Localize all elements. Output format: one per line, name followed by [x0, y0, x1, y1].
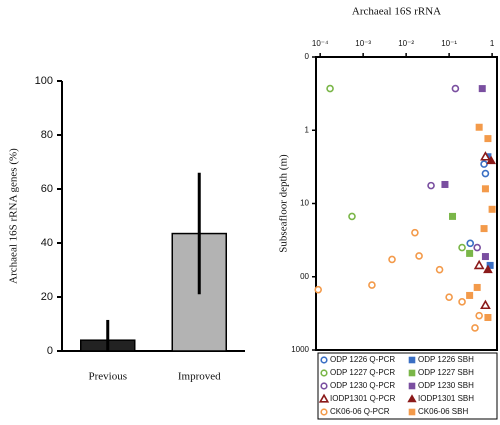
y-tick-label: 00	[300, 272, 309, 281]
point	[411, 228, 419, 237]
point	[435, 265, 444, 274]
point	[478, 85, 486, 93]
y-tick-label: 0	[305, 52, 310, 61]
point	[483, 264, 493, 274]
point	[473, 283, 481, 291]
point	[481, 169, 490, 178]
legend-marker	[408, 356, 416, 364]
legend-label: CK06-06 Q-PCR	[330, 407, 390, 416]
x-tick-label: 10⁻¹	[441, 39, 457, 48]
y-tick-label: 10	[300, 199, 309, 208]
legend-item: ODP 1226 Q-PCR	[320, 355, 395, 364]
legend-marker	[408, 382, 416, 390]
point	[486, 155, 497, 165]
legend-marker	[320, 408, 328, 416]
legend-label: ODP 1227 SBH	[418, 368, 474, 377]
x-tick-label: 10⁻²	[398, 39, 414, 48]
legend-item: IODP1301 SBH	[407, 394, 474, 403]
point	[480, 299, 491, 310]
x-tick-label: Previous	[89, 371, 128, 383]
point	[475, 311, 483, 320]
y-tick-label: 40	[41, 237, 53, 249]
legend-label: CK06-06 SBH	[418, 407, 468, 416]
legend-box	[317, 352, 498, 420]
point	[458, 243, 466, 252]
legend-label: ODP 1226 SBH	[418, 355, 474, 364]
x-tick-label: 1	[490, 39, 495, 48]
point	[473, 259, 485, 270]
legend-item: ODP 1227 SBH	[408, 368, 474, 377]
chart-title: Archaeal 16S rRNA	[352, 6, 441, 18]
legend-label: IODP1301 Q-PCR	[330, 394, 396, 403]
legend-item: ODP 1230 SBH	[408, 381, 474, 390]
x-tick-label: Improved	[178, 371, 221, 383]
point	[473, 243, 481, 252]
legend-marker	[320, 356, 328, 364]
point	[326, 84, 334, 93]
point	[480, 151, 491, 161]
point	[480, 160, 488, 168]
point	[368, 281, 376, 289]
legend-marker	[320, 369, 328, 377]
point	[415, 252, 423, 260]
legend-marker	[408, 369, 416, 377]
point	[466, 249, 474, 257]
point	[458, 298, 466, 306]
legend-item: CK06-06 Q-PCR	[320, 407, 390, 416]
point	[445, 293, 453, 301]
y-tick-label: 0	[47, 345, 53, 357]
point	[441, 180, 449, 188]
point	[475, 123, 483, 131]
point	[451, 84, 460, 93]
point	[484, 313, 492, 321]
legend-label: ODP 1226 Q-PCR	[330, 355, 395, 364]
x-tick-label: 10⁻⁴	[312, 39, 329, 48]
y-tick-label: 1	[305, 125, 310, 134]
point	[480, 225, 488, 233]
legend-marker	[320, 382, 328, 390]
y-tick-label: 60	[41, 183, 53, 195]
legend-item: ODP 1230 Q-PCR	[320, 381, 395, 390]
legend-item: ODP 1227 Q-PCR	[320, 368, 395, 377]
legend-marker	[407, 394, 417, 403]
point	[348, 212, 356, 221]
y-axis-label: Subseafloor depth (m)	[278, 154, 290, 253]
point	[488, 205, 496, 213]
legend-label: ODP 1230 SBH	[418, 381, 474, 390]
point	[481, 185, 489, 193]
y-axis-label: Archaeal 16S rRNA genes (%)	[8, 148, 20, 284]
point	[314, 285, 322, 294]
point	[427, 181, 435, 190]
y-tick-label: 80	[41, 129, 53, 141]
y-tick-label: 1000	[291, 345, 309, 354]
legend-label: ODP 1227 Q-PCR	[330, 368, 395, 377]
legend-label: ODP 1230 Q-PCR	[330, 381, 395, 390]
legend-item: CK06-06 SBH	[408, 407, 468, 416]
point	[481, 253, 489, 261]
point	[486, 261, 494, 269]
legend-item: IODP1301 Q-PCR	[318, 393, 396, 403]
point	[471, 324, 479, 332]
legend-label: IODP1301 SBH	[418, 394, 474, 403]
point	[466, 291, 474, 299]
y-tick-label: 100	[35, 75, 53, 87]
point	[484, 135, 492, 143]
legend-marker	[318, 393, 330, 403]
legend-marker	[408, 408, 416, 416]
y-tick-label: 20	[41, 291, 53, 303]
point	[449, 212, 457, 220]
point	[388, 255, 396, 264]
x-tick-label: 10⁻³	[355, 39, 371, 48]
point	[466, 239, 475, 248]
plot-frame	[315, 56, 498, 351]
legend-item: ODP 1226 SBH	[408, 355, 474, 364]
